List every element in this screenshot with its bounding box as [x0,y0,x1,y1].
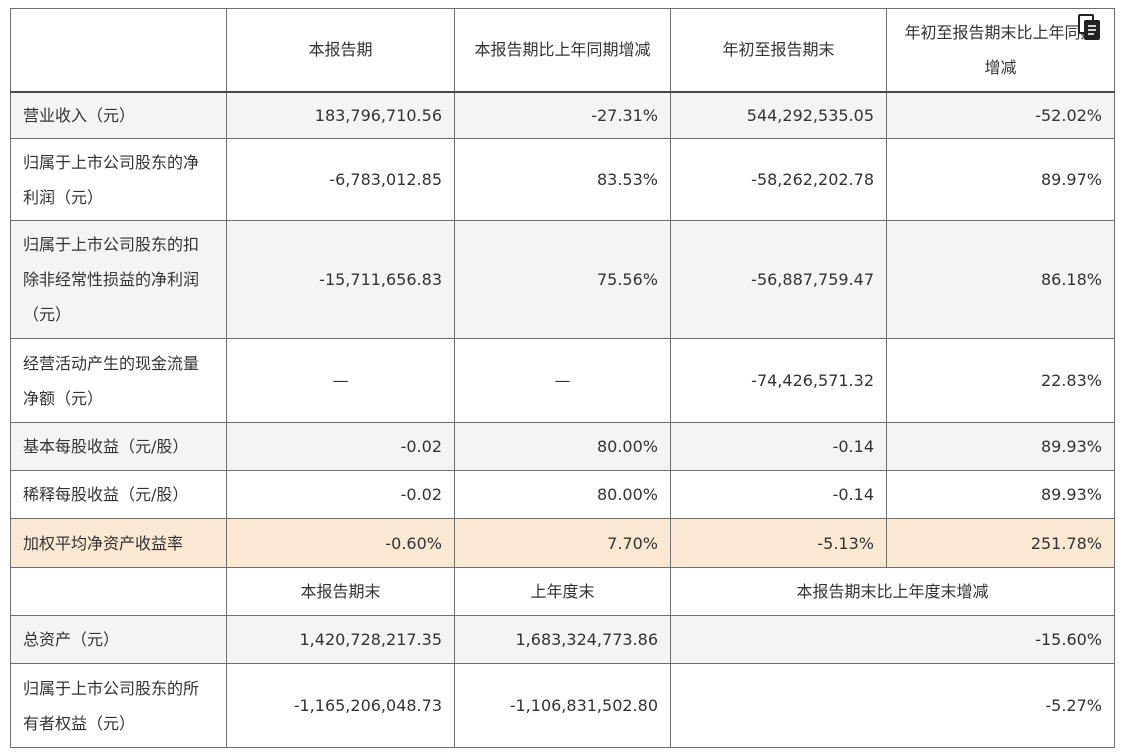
row-label: 总资产（元） [10,615,227,664]
header-ytd-yoy: 年初至报告期末比上年同期增减 [886,8,1115,93]
cell-value: -0.14 [670,470,887,519]
cell-value: -0.60% [226,518,455,568]
cell-value: 1,683,324,773.86 [454,615,671,664]
cell-value: 89.93% [886,470,1115,519]
cell-value: 7.70% [454,518,671,568]
row-label: 归属于上市公司股东的扣除非经常性损益的净利润（元） [10,220,227,339]
cell-value: — [454,338,671,423]
row-label: 营业收入（元） [10,91,227,139]
cell-value: -0.02 [226,470,455,519]
table-row: 基本每股收益（元/股） -0.02 80.00% -0.14 89.93% [10,422,1115,471]
table-row: 经营活动产生的现金流量净额（元） — — -74,426,571.32 22.8… [10,338,1115,423]
cell-value: -5.27% [670,663,1115,748]
header-ytd: 年初至报告期末 [670,8,887,93]
header-current-period: 本报告期 [226,8,455,93]
cell-value: 86.18% [886,220,1115,339]
financial-indicators-table: 本报告期 本报告期比上年同期增减 年初至报告期末 年初至报告期末比上年同期增减 … [10,8,1115,748]
subheader-prior-year-end: 上年度末 [454,567,671,616]
cell-value: 183,796,710.56 [226,91,455,139]
row-label: 稀释每股收益（元/股） [10,470,227,519]
cell-value: -27.31% [454,91,671,139]
table-row: 总资产（元） 1,420,728,217.35 1,683,324,773.86… [10,615,1115,664]
table-row-highlighted: 加权平均净资产收益率 -0.60% 7.70% -5.13% 251.78% [10,518,1115,568]
cell-value: -6,783,012.85 [226,138,455,221]
cell-value: 544,292,535.05 [670,91,887,139]
cell-value: -58,262,202.78 [670,138,887,221]
table-row: 归属于上市公司股东的扣除非经常性损益的净利润（元） -15,711,656.83… [10,220,1115,339]
cell-value: 251.78% [886,518,1115,568]
cell-value: -74,426,571.32 [670,338,887,423]
table-row: 营业收入（元） 183,796,710.56 -27.31% 544,292,5… [10,91,1115,139]
row-label: 基本每股收益（元/股） [10,422,227,471]
cell-value: 80.00% [454,470,671,519]
cell-value: -56,887,759.47 [670,220,887,339]
cell-value: 89.97% [886,138,1115,221]
table-row: 归属于上市公司股东的净利润（元） -6,783,012.85 83.53% -5… [10,138,1115,221]
cell-value: — [226,338,455,423]
table-header-row: 本报告期 本报告期比上年同期增减 年初至报告期末 年初至报告期末比上年同期增减 [10,8,1115,93]
cell-value: 83.53% [454,138,671,221]
cell-value: -0.02 [226,422,455,471]
copy-document-icon[interactable] [1077,14,1101,40]
header-empty-cell [10,8,227,93]
subheader-change: 本报告期末比上年度末增减 [670,567,1115,616]
cell-value: -0.14 [670,422,887,471]
table-row: 稀释每股收益（元/股） -0.02 80.00% -0.14 89.93% [10,470,1115,519]
cell-value: -1,165,206,048.73 [226,663,455,748]
cell-value: 75.56% [454,220,671,339]
table-row: 归属于上市公司股东的所有者权益（元） -1,165,206,048.73 -1,… [10,663,1115,748]
cell-value: 89.93% [886,422,1115,471]
cell-value: -1,106,831,502.80 [454,663,671,748]
cell-value: -15,711,656.83 [226,220,455,339]
row-label: 加权平均净资产收益率 [10,518,227,568]
cell-value: -52.02% [886,91,1115,139]
cell-value: -15.60% [670,615,1115,664]
row-label: 经营活动产生的现金流量净额（元） [10,338,227,423]
table-subheader-row: 本报告期末 上年度末 本报告期末比上年度末增减 [10,567,1115,616]
cell-value: 22.83% [886,338,1115,423]
header-current-period-yoy: 本报告期比上年同期增减 [454,8,671,93]
cell-value: 80.00% [454,422,671,471]
row-label: 归属于上市公司股东的净利润（元） [10,138,227,221]
cell-value: -5.13% [670,518,887,568]
subheader-empty-cell [10,567,227,616]
row-label: 归属于上市公司股东的所有者权益（元） [10,663,227,748]
subheader-period-end: 本报告期末 [226,567,455,616]
cell-value: 1,420,728,217.35 [226,615,455,664]
